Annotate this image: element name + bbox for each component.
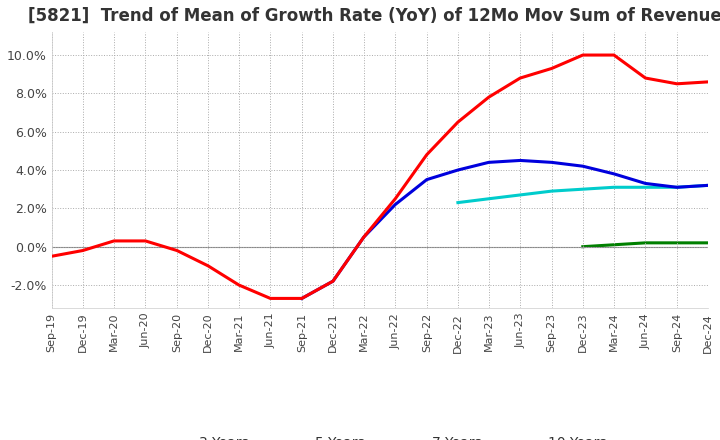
Line: 5 Years: 5 Years [302,161,708,298]
Line: 7 Years: 7 Years [458,185,708,202]
Legend: 3 Years, 5 Years, 7 Years, 10 Years: 3 Years, 5 Years, 7 Years, 10 Years [148,431,612,440]
Line: 10 Years: 10 Years [582,243,708,247]
Title: [5821]  Trend of Mean of Growth Rate (YoY) of 12Mo Mov Sum of Revenues: [5821] Trend of Mean of Growth Rate (YoY… [28,7,720,25]
Line: 3 Years: 3 Years [52,55,708,298]
